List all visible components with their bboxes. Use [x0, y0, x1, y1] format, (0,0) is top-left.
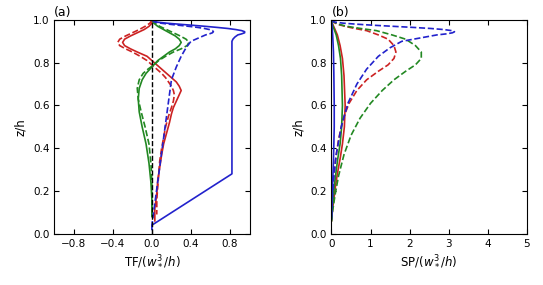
Text: (b): (b): [331, 6, 349, 19]
Y-axis label: z/h: z/h: [14, 118, 27, 136]
X-axis label: TF/$({w_*^3}/{h})$: TF/$({w_*^3}/{h})$: [123, 254, 180, 270]
Text: (a): (a): [54, 6, 72, 19]
X-axis label: SP/$({w_*^3}/{h})$: SP/$({w_*^3}/{h})$: [400, 254, 458, 270]
Y-axis label: z/h: z/h: [292, 118, 305, 136]
